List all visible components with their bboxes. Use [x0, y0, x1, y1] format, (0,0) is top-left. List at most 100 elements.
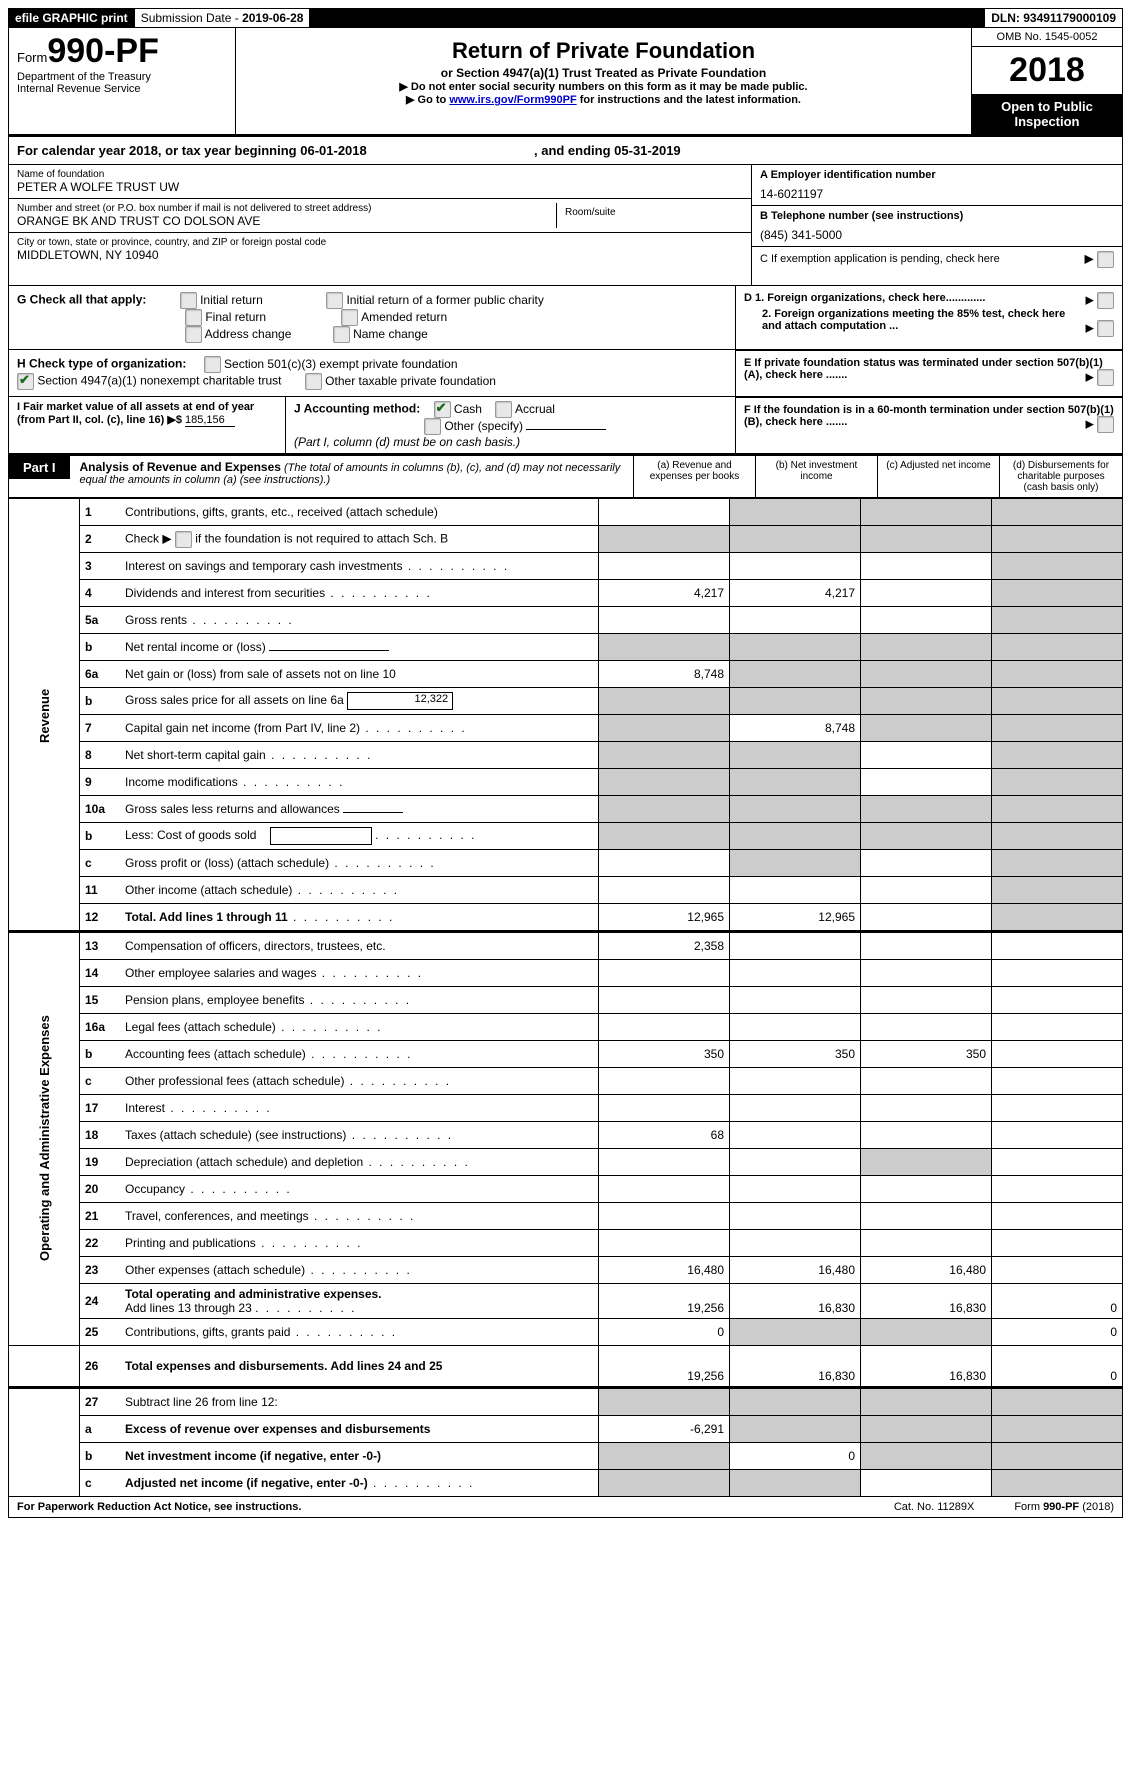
c-cell: C If exemption application is pending, c… [752, 247, 1122, 269]
j-cash-checkbox[interactable] [434, 401, 451, 418]
table-row: 16aLegal fees (attach schedule) [9, 1014, 1122, 1041]
r23-c: 16,480 [861, 1257, 992, 1284]
table-row: b Net rental income or (loss) [9, 634, 1122, 661]
e-checkbox[interactable] [1097, 369, 1114, 386]
d1-checkbox[interactable] [1097, 292, 1114, 309]
foundation-name: PETER A WOLFE TRUST UW [17, 180, 179, 194]
g-row: G Check all that apply: Initial return I… [9, 285, 1122, 349]
submission-label: Submission Date - [141, 11, 242, 25]
r16a-desc: Legal fees (attach schedule) [120, 1014, 599, 1041]
j-label: J Accounting method: [294, 402, 420, 416]
r27b-text: Net investment income (if negative, ente… [125, 1449, 381, 1463]
j-other-checkbox[interactable] [424, 418, 441, 435]
g-address-change-checkbox[interactable] [185, 326, 202, 343]
g-left: G Check all that apply: Initial return I… [9, 286, 735, 349]
h-o1: Section 501(c)(3) exempt private foundat… [224, 357, 457, 371]
efile-badge: efile GRAPHIC print [9, 9, 135, 27]
r7-b: 8,748 [730, 715, 861, 742]
goto-pre: ▶ Go to [406, 94, 449, 106]
part1-table: Revenue 1Contributions, gifts, grants, e… [9, 498, 1122, 1496]
r24-b: 16,830 [730, 1284, 861, 1319]
r2-desc: Check ▶ if the foundation is not require… [120, 526, 599, 553]
table-row: 5aGross rents [9, 607, 1122, 634]
i-cell: I Fair market value of all assets at end… [9, 397, 286, 453]
g-name-change-checkbox[interactable] [333, 326, 350, 343]
footer-catno: Cat. No. 11289X [894, 1501, 975, 1513]
f-checkbox[interactable] [1097, 416, 1114, 433]
room-cell: Room/suite [557, 203, 743, 228]
r18-a: 68 [599, 1122, 730, 1149]
r10a-text: Gross sales less returns and allowances [125, 802, 340, 816]
topbar: efile GRAPHIC print Submission Date - 20… [9, 9, 1122, 28]
j-accrual-checkbox[interactable] [495, 401, 512, 418]
e-label: E If private foundation status was termi… [744, 357, 1103, 381]
ein-label: A Employer identification number [760, 169, 1114, 181]
entity-info: Name of foundation PETER A WOLFE TRUST U… [9, 165, 1122, 285]
r6b-desc: Gross sales price for all assets on line… [120, 688, 599, 715]
j-cash: Cash [454, 402, 482, 416]
r5b-desc: Net rental income or (loss) [120, 634, 599, 661]
g-initial-former-checkbox[interactable] [326, 292, 343, 309]
street-value: ORANGE BK AND TRUST CO DOLSON AVE [17, 214, 260, 228]
r6b-text: Gross sales price for all assets on line… [125, 693, 344, 707]
r2a: Check ▶ [125, 531, 172, 545]
g-label: G Check all that apply: [17, 293, 146, 307]
h-other-checkbox[interactable] [305, 373, 322, 390]
table-row: 2 Check ▶ if the foundation is not requi… [9, 526, 1122, 553]
r3-desc: Interest on savings and temporary cash i… [120, 553, 599, 580]
r16b-a: 350 [599, 1041, 730, 1068]
d1-label: D 1. Foreign organizations, check here..… [744, 292, 985, 304]
g-o3: Final return [205, 310, 266, 324]
h-501c3-checkbox[interactable] [204, 356, 221, 373]
ein-value: 14-6021197 [760, 187, 1114, 201]
r18-desc: Taxes (attach schedule) (see instruction… [120, 1122, 599, 1149]
r26-d: 0 [992, 1346, 1123, 1388]
c-checkbox[interactable] [1097, 251, 1114, 268]
r10b-desc: Less: Cost of goods sold [120, 823, 599, 850]
table-row: 11Other income (attach schedule) [9, 877, 1122, 904]
r22-desc: Printing and publications [120, 1230, 599, 1257]
g-amended-checkbox[interactable] [341, 309, 358, 326]
instructions-link[interactable]: www.irs.gov/Form990PF [449, 94, 576, 106]
table-row: 6aNet gain or (loss) from sale of assets… [9, 661, 1122, 688]
r2-checkbox[interactable] [175, 531, 192, 548]
page-footer: For Paperwork Reduction Act Notice, see … [9, 1496, 1122, 1517]
d-right: D 1. Foreign organizations, check here..… [735, 286, 1122, 349]
table-row: 23Other expenses (attach schedule) 16,48… [9, 1257, 1122, 1284]
j-note: (Part I, column (d) must be on cash basi… [294, 435, 520, 449]
r13-a: 2,358 [599, 932, 730, 960]
entity-right: A Employer identification number 14-6021… [751, 165, 1122, 285]
calendar-year-row: For calendar year 2018, or tax year begi… [9, 137, 1122, 165]
col-b-header: (b) Net investment income [755, 456, 877, 497]
r4-a: 4,217 [599, 580, 730, 607]
form-prefix: Form [17, 50, 47, 65]
street-row: Number and street (or P.O. box number if… [9, 199, 751, 233]
header-right: OMB No. 1545-0052 2018 Open to Public In… [971, 28, 1122, 134]
r10b-text: Less: Cost of goods sold [125, 828, 256, 842]
r10c-desc: Gross profit or (loss) (attach schedule) [120, 850, 599, 877]
expenses-side-label: Operating and Administrative Expenses [9, 932, 80, 1346]
g-initial-return-checkbox[interactable] [180, 292, 197, 309]
table-row: cGross profit or (loss) (attach schedule… [9, 850, 1122, 877]
r12-b: 12,965 [730, 904, 861, 932]
r23-a: 16,480 [599, 1257, 730, 1284]
phone-value: (845) 341-5000 [760, 228, 1114, 242]
r23-b: 16,480 [730, 1257, 861, 1284]
form-id: Form990-PF [17, 32, 227, 71]
irs-label: Internal Revenue Service [17, 83, 227, 95]
h-4947-checkbox[interactable] [17, 373, 34, 390]
table-row: 18Taxes (attach schedule) (see instructi… [9, 1122, 1122, 1149]
h-o3: Other taxable private foundation [325, 374, 496, 388]
e-right: E If private foundation status was termi… [735, 350, 1122, 396]
footer-form-pre: Form [1014, 1501, 1043, 1513]
d2-checkbox[interactable] [1097, 320, 1114, 337]
r27c-desc: Adjusted net income (if negative, enter … [120, 1470, 599, 1497]
table-row: 10a Gross sales less returns and allowan… [9, 796, 1122, 823]
ein-cell: A Employer identification number 14-6021… [752, 165, 1122, 206]
r9-desc: Income modifications [120, 769, 599, 796]
table-row: cAdjusted net income (if negative, enter… [9, 1470, 1122, 1497]
j-other: Other (specify) [444, 419, 523, 433]
ij-row: I Fair market value of all assets at end… [9, 396, 1122, 453]
r16b-b: 350 [730, 1041, 861, 1068]
g-final-return-checkbox[interactable] [185, 309, 202, 326]
